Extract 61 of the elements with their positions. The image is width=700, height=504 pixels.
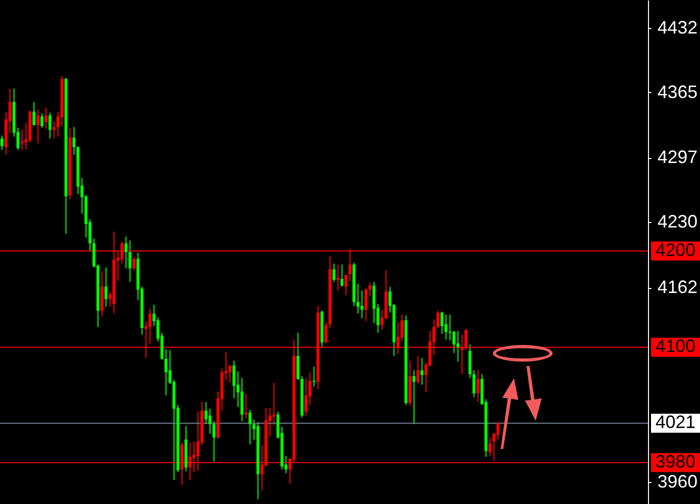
- candlestick: [416, 355, 420, 384]
- candlestick: [48, 112, 52, 140]
- ref-line-label: 4021: [655, 412, 696, 432]
- candlestick: [132, 256, 136, 271]
- ref-line-label: 3980: [655, 452, 696, 472]
- candlestick: [208, 408, 212, 434]
- y-tick-label: 4162: [658, 277, 698, 298]
- y-tick-label: 4230: [658, 212, 698, 232]
- candlestick: [228, 364, 232, 384]
- y-tick-label: 4432: [658, 17, 698, 38]
- candlestick: [496, 422, 500, 440]
- candlestick: [472, 370, 476, 398]
- candlestick: [468, 344, 472, 378]
- candlestick: [204, 402, 208, 425]
- y-tick-label: 3960: [658, 471, 698, 492]
- candlestick: [364, 288, 368, 322]
- candlestick: [212, 420, 216, 462]
- candlestick: [240, 378, 244, 422]
- candlestick: [296, 332, 300, 380]
- candlestick: [356, 283, 360, 314]
- ref-line-label: 4200: [655, 240, 696, 260]
- candlestick: [104, 266, 108, 308]
- candlestick: [128, 240, 132, 282]
- candlestick: [244, 392, 248, 419]
- candlestick: [52, 120, 56, 140]
- candlestick: [312, 366, 316, 388]
- candlestick: [448, 314, 452, 341]
- candlestick: [476, 368, 480, 403]
- candlestick: [444, 314, 448, 340]
- y-tick-label: 4297: [658, 147, 698, 168]
- candlestick: [440, 311, 444, 334]
- candlestick: [232, 360, 236, 399]
- candlestick: [436, 310, 440, 328]
- candlestick: [72, 126, 76, 156]
- candlestick: [360, 290, 364, 319]
- candlestick: [420, 357, 424, 386]
- candlestick: [332, 263, 336, 282]
- candlestick: [164, 348, 168, 396]
- candlestick: [412, 370, 416, 425]
- y-tick-label: 4365: [658, 82, 698, 102]
- candlestick: [344, 274, 348, 296]
- candlestick: [148, 308, 152, 344]
- candlestick: [32, 101, 36, 126]
- candlestick: [488, 437, 492, 456]
- candlestick: [0, 135, 4, 151]
- candlestick: [336, 264, 340, 291]
- candlestick: [452, 330, 456, 354]
- candlestick: [340, 264, 344, 288]
- candlestick: [248, 409, 252, 445]
- candlestick: [40, 112, 44, 128]
- candlestick: [124, 236, 128, 269]
- candlestick: [36, 109, 40, 144]
- candlestick: [20, 129, 24, 151]
- candlestick: [456, 330, 460, 362]
- ref-line-label: 4100: [655, 336, 696, 356]
- candlestick: [44, 107, 48, 130]
- candlestick: [272, 382, 276, 426]
- candlestick: [372, 281, 376, 324]
- candlestick: [324, 322, 328, 344]
- candlestick: [368, 282, 372, 297]
- candlestick: [304, 378, 308, 416]
